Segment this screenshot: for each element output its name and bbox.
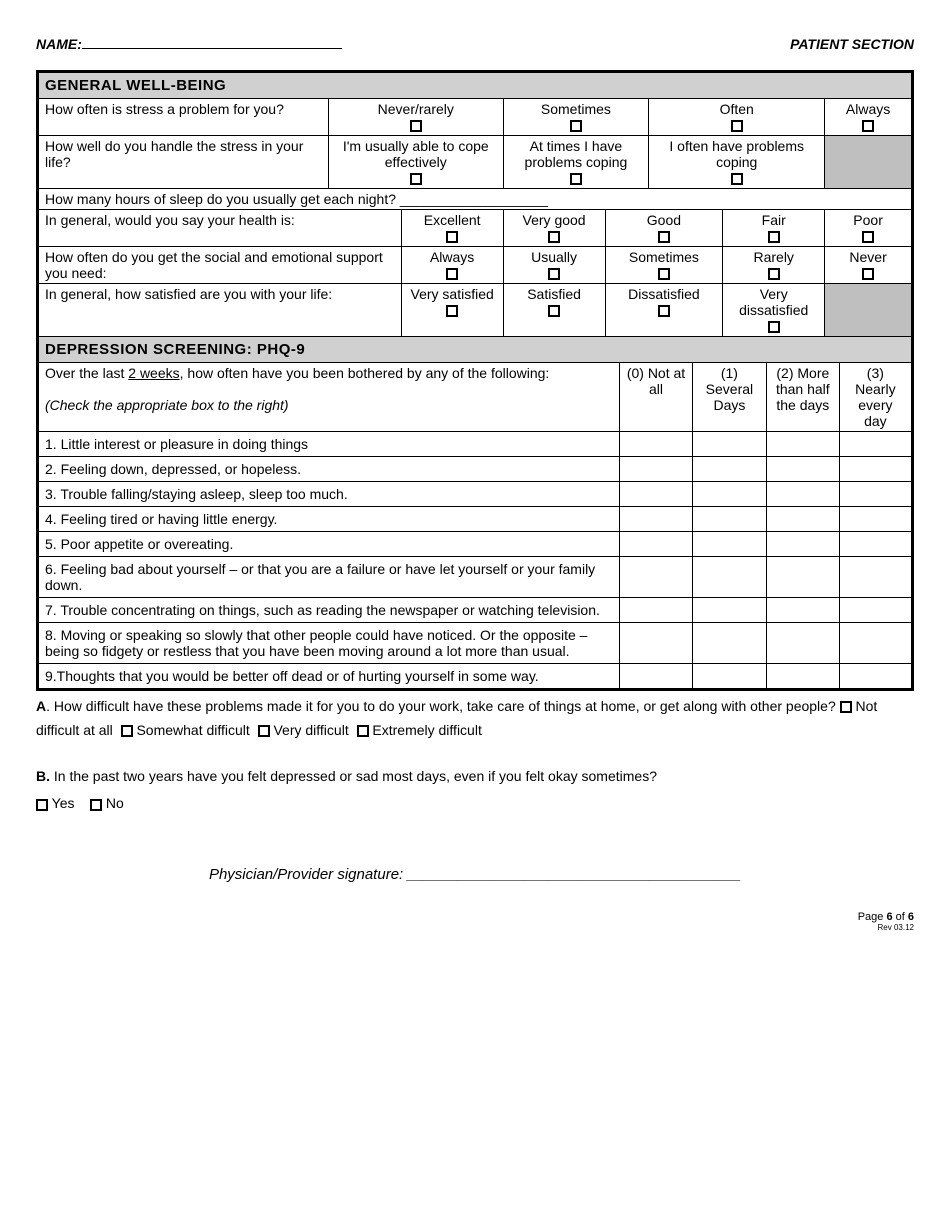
section2-header: DEPRESSION SCREENING: PHQ-9 bbox=[38, 337, 913, 363]
q4-opt-2[interactable]: Good bbox=[605, 210, 723, 247]
phq-5-0[interactable] bbox=[620, 532, 693, 557]
phq-5-1[interactable] bbox=[692, 532, 766, 557]
phq-7-2[interactable] bbox=[766, 598, 839, 623]
phq-9-2[interactable] bbox=[766, 664, 839, 690]
phq-5-2[interactable] bbox=[766, 532, 839, 557]
q5-opt-0[interactable]: Always bbox=[401, 247, 503, 284]
q1-opt-0[interactable]: Never/rarely bbox=[328, 99, 503, 136]
name-input-line[interactable] bbox=[82, 48, 342, 49]
phq-1-2[interactable] bbox=[766, 432, 839, 457]
phq-col-2: (2) More than half the days bbox=[766, 363, 839, 432]
phq-4-2[interactable] bbox=[766, 507, 839, 532]
phq-2-0[interactable] bbox=[620, 457, 693, 482]
phq-7-3[interactable] bbox=[839, 598, 912, 623]
phq-item-2: 2. Feeling down, depressed, or hopeless. bbox=[38, 457, 620, 482]
q5-opt-3[interactable]: Rarely bbox=[723, 247, 825, 284]
followup-a: A. How difficult have these problems mad… bbox=[36, 695, 914, 743]
q4-opt-1[interactable]: Very good bbox=[503, 210, 605, 247]
q6-opt-0[interactable]: Very satisfied bbox=[401, 284, 503, 337]
section1-header: GENERAL WELL-BEING bbox=[38, 72, 913, 99]
phq-6-2[interactable] bbox=[766, 557, 839, 598]
q6-text: In general, how satisfied are you with y… bbox=[38, 284, 402, 337]
phq-item-4: 4. Feeling tired or having little energy… bbox=[38, 507, 620, 532]
q6-opt-1[interactable]: Satisfied bbox=[503, 284, 605, 337]
phq-3-2[interactable] bbox=[766, 482, 839, 507]
revision: Rev 03.12 bbox=[36, 923, 914, 932]
phq-3-1[interactable] bbox=[692, 482, 766, 507]
phq-item-1: 1. Little interest or pleasure in doing … bbox=[38, 432, 620, 457]
phq-item-3: 3. Trouble falling/staying asleep, sleep… bbox=[38, 482, 620, 507]
phq-intro: Over the last 2 weeks, how often have yo… bbox=[38, 363, 620, 432]
phq-1-3[interactable] bbox=[839, 432, 912, 457]
phq-item-9: 9.Thoughts that you would be better off … bbox=[38, 664, 620, 690]
signature-line[interactable]: Physician/Provider signature: __________… bbox=[36, 866, 914, 883]
q1-opt-2[interactable]: Often bbox=[649, 99, 825, 136]
phq-item-6: 6. Feeling bad about yourself – or that … bbox=[38, 557, 620, 598]
phq-3-3[interactable] bbox=[839, 482, 912, 507]
q4-opt-0[interactable]: Excellent bbox=[401, 210, 503, 247]
phq-7-0[interactable] bbox=[620, 598, 693, 623]
phq-4-0[interactable] bbox=[620, 507, 693, 532]
q2-opt-2[interactable]: I often have problems coping bbox=[649, 136, 825, 189]
phq-1-0[interactable] bbox=[620, 432, 693, 457]
fb-yes-cb[interactable] bbox=[36, 799, 48, 811]
phq-8-3[interactable] bbox=[839, 623, 912, 664]
phq-2-1[interactable] bbox=[692, 457, 766, 482]
fa-opt-3-cb[interactable] bbox=[357, 725, 369, 737]
phq-8-2[interactable] bbox=[766, 623, 839, 664]
q4-text: In general, would you say your health is… bbox=[38, 210, 402, 247]
q2-opt-0[interactable]: I'm usually able to cope effectively bbox=[328, 136, 503, 189]
q1-text: How often is stress a problem for you? bbox=[38, 99, 329, 136]
followup-b: B. In the past two years have you felt d… bbox=[36, 765, 914, 789]
phq-9-0[interactable] bbox=[620, 664, 693, 690]
q5-text: How often do you get the social and emot… bbox=[38, 247, 402, 284]
phq-3-0[interactable] bbox=[620, 482, 693, 507]
fa-opt-1-cb[interactable] bbox=[121, 725, 133, 737]
q3-text[interactable]: How many hours of sleep do you usually g… bbox=[38, 189, 913, 210]
phq-col-0: (0) Not at all bbox=[620, 363, 693, 432]
q6-opt-3[interactable]: Very dissatisfied bbox=[723, 284, 825, 337]
wellbeing-table: GENERAL WELL-BEING How often is stress a… bbox=[36, 70, 914, 691]
q4-opt-3[interactable]: Fair bbox=[723, 210, 825, 247]
phq-8-0[interactable] bbox=[620, 623, 693, 664]
q2-opt-1[interactable]: At times I have problems coping bbox=[503, 136, 649, 189]
phq-item-5: 5. Poor appetite or overeating. bbox=[38, 532, 620, 557]
q6-opt-2[interactable]: Dissatisfied bbox=[605, 284, 723, 337]
followup-b-opts: Yes No bbox=[36, 792, 914, 816]
phq-2-2[interactable] bbox=[766, 457, 839, 482]
q5-opt-4[interactable]: Never bbox=[825, 247, 913, 284]
q6-shaded bbox=[825, 284, 913, 337]
fa-opt-0-cb[interactable] bbox=[840, 701, 852, 713]
phq-5-3[interactable] bbox=[839, 532, 912, 557]
q5-opt-2[interactable]: Sometimes bbox=[605, 247, 723, 284]
phq-col-3: (3) Nearly every day bbox=[839, 363, 912, 432]
phq-item-8: 8. Moving or speaking so slowly that oth… bbox=[38, 623, 620, 664]
name-label: NAME: bbox=[36, 36, 82, 52]
phq-item-7: 7. Trouble concentrating on things, such… bbox=[38, 598, 620, 623]
fa-opt-2-cb[interactable] bbox=[258, 725, 270, 737]
phq-2-3[interactable] bbox=[839, 457, 912, 482]
phq-6-0[interactable] bbox=[620, 557, 693, 598]
page-number: Page 6 of 6 bbox=[36, 911, 914, 923]
patient-section-label: PATIENT SECTION bbox=[790, 36, 914, 52]
phq-9-3[interactable] bbox=[839, 664, 912, 690]
phq-col-1: (1) Several Days bbox=[692, 363, 766, 432]
phq-6-3[interactable] bbox=[839, 557, 912, 598]
phq-4-1[interactable] bbox=[692, 507, 766, 532]
phq-7-1[interactable] bbox=[692, 598, 766, 623]
q1-opt-3[interactable]: Always bbox=[825, 99, 913, 136]
fb-no-cb[interactable] bbox=[90, 799, 102, 811]
phq-8-1[interactable] bbox=[692, 623, 766, 664]
q5-opt-1[interactable]: Usually bbox=[503, 247, 605, 284]
q2-shaded bbox=[825, 136, 913, 189]
phq-9-1[interactable] bbox=[692, 664, 766, 690]
q1-opt-1[interactable]: Sometimes bbox=[503, 99, 649, 136]
phq-6-1[interactable] bbox=[692, 557, 766, 598]
phq-4-3[interactable] bbox=[839, 507, 912, 532]
q2-text: How well do you handle the stress in you… bbox=[38, 136, 329, 189]
q4-opt-4[interactable]: Poor bbox=[825, 210, 913, 247]
phq-1-1[interactable] bbox=[692, 432, 766, 457]
